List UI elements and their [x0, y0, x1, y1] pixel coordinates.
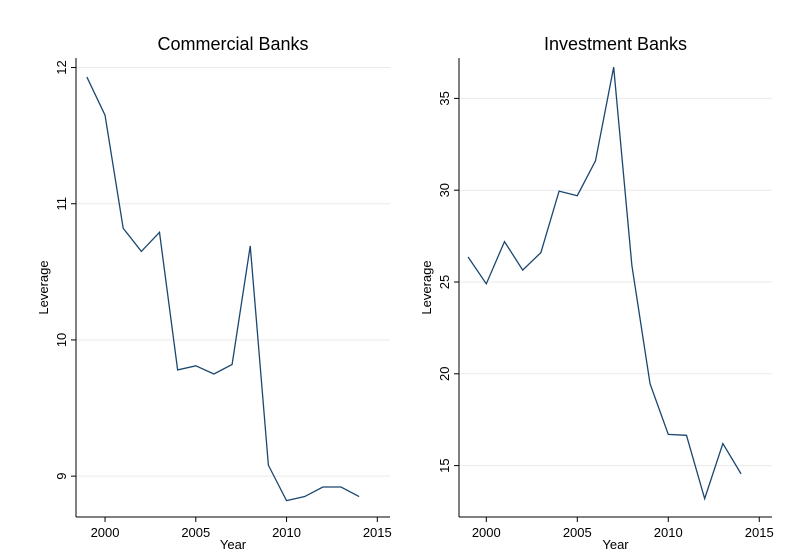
line — [467, 67, 742, 501]
x-axis-label: Year — [602, 537, 629, 552]
x-tick-label: 2010 — [272, 525, 301, 540]
y-tick-label: 9 — [54, 473, 69, 480]
y-axis-label: Leverage — [36, 260, 51, 314]
line — [86, 76, 360, 502]
x-tick-label: 2015 — [745, 525, 774, 540]
y-tick-label: 35 — [437, 91, 452, 105]
chart-title: Investment Banks — [544, 34, 687, 54]
y-axis-label: Leverage — [419, 260, 434, 314]
y-tick-label: 15 — [437, 458, 452, 472]
x-tick-label: 2015 — [363, 525, 392, 540]
chart-title: Commercial Banks — [157, 34, 308, 54]
y-tick-label: 30 — [437, 183, 452, 197]
y-tick-label: 25 — [437, 275, 452, 289]
y-tick-label: 11 — [54, 197, 69, 211]
x-tick-label: 2005 — [563, 525, 592, 540]
y-tick-label: 10 — [54, 333, 69, 347]
x-tick-label: 2000 — [91, 525, 120, 540]
y-tick-label: 12 — [54, 60, 69, 74]
x-tick-label: 2000 — [472, 525, 501, 540]
x-axis-label: Year — [220, 537, 247, 552]
y-tick-label: 20 — [437, 367, 452, 381]
x-tick-label: 2010 — [654, 525, 683, 540]
x-tick-label: 2005 — [181, 525, 210, 540]
